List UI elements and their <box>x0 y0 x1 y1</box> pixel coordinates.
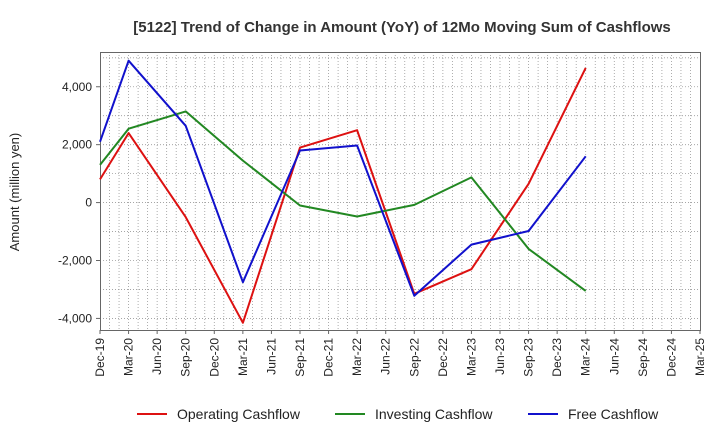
x-tick-label: Dec-21 <box>322 338 336 377</box>
x-tick-label: Dec-19 <box>93 338 107 377</box>
legend: Operating Cashflow Investing Cashflow Free… <box>137 406 659 422</box>
x-tick-label: Mar-22 <box>350 338 364 376</box>
x-tick-label: Jun-20 <box>150 338 164 375</box>
x-tick-label: Sep-23 <box>522 338 536 377</box>
y-tick-label: 2,000 <box>62 138 92 152</box>
x-tick-label: Sep-21 <box>293 338 307 377</box>
x-tick-label: Sep-24 <box>636 338 650 377</box>
x-tick-label: Dec-23 <box>550 338 564 377</box>
x-tick-label: Dec-24 <box>664 338 678 377</box>
x-tick-label: Dec-20 <box>207 338 221 377</box>
free-cashflow-line <box>99 59 587 297</box>
x-tick-label: Dec-22 <box>436 338 450 377</box>
investing-cashflow-line <box>99 110 587 292</box>
y-tick-label: -4,000 <box>58 311 92 325</box>
series-layer <box>99 59 587 324</box>
y-axis-label: Amount (million yen) <box>7 133 22 252</box>
x-tick-label: Mar-25 <box>693 338 707 376</box>
x-tick-label: Sep-20 <box>179 338 193 377</box>
x-tick-label: Jun-24 <box>607 338 621 375</box>
x-tick-label: Mar-21 <box>236 338 250 376</box>
free-cashflow-legend-label: Free Cashflow <box>568 406 659 422</box>
x-tick-label: Mar-24 <box>579 338 593 376</box>
plot-frame <box>100 52 701 331</box>
y-tick-label: 0 <box>85 196 92 210</box>
investing-cashflow-legend-label: Investing Cashflow <box>375 406 493 422</box>
x-tick-label: Jun-21 <box>264 338 278 375</box>
x-tick-label: Mar-20 <box>122 338 136 376</box>
y-tick-labels: -4,000 -2,000 0 2,000 4,000 <box>58 80 100 325</box>
grid-layer <box>100 52 700 330</box>
operating-cashflow-line <box>99 67 587 324</box>
x-tick-labels: Dec-19 Mar-20 Jun-20 Sep-20 Dec-20 Mar-21 Jun-… <box>93 330 707 377</box>
y-tick-label: -2,000 <box>58 254 92 268</box>
y-tick-label: 4,000 <box>62 80 92 94</box>
operating-cashflow-legend-label: Operating Cashflow <box>177 406 301 422</box>
x-tick-label: Mar-23 <box>464 338 478 376</box>
x-tick-label: Sep-22 <box>407 338 421 377</box>
x-tick-label: Jun-23 <box>493 338 507 375</box>
chart-title: [5122] Trend of Change in Amount (YoY) o… <box>133 19 671 36</box>
x-tick-label: Jun-22 <box>379 338 393 375</box>
